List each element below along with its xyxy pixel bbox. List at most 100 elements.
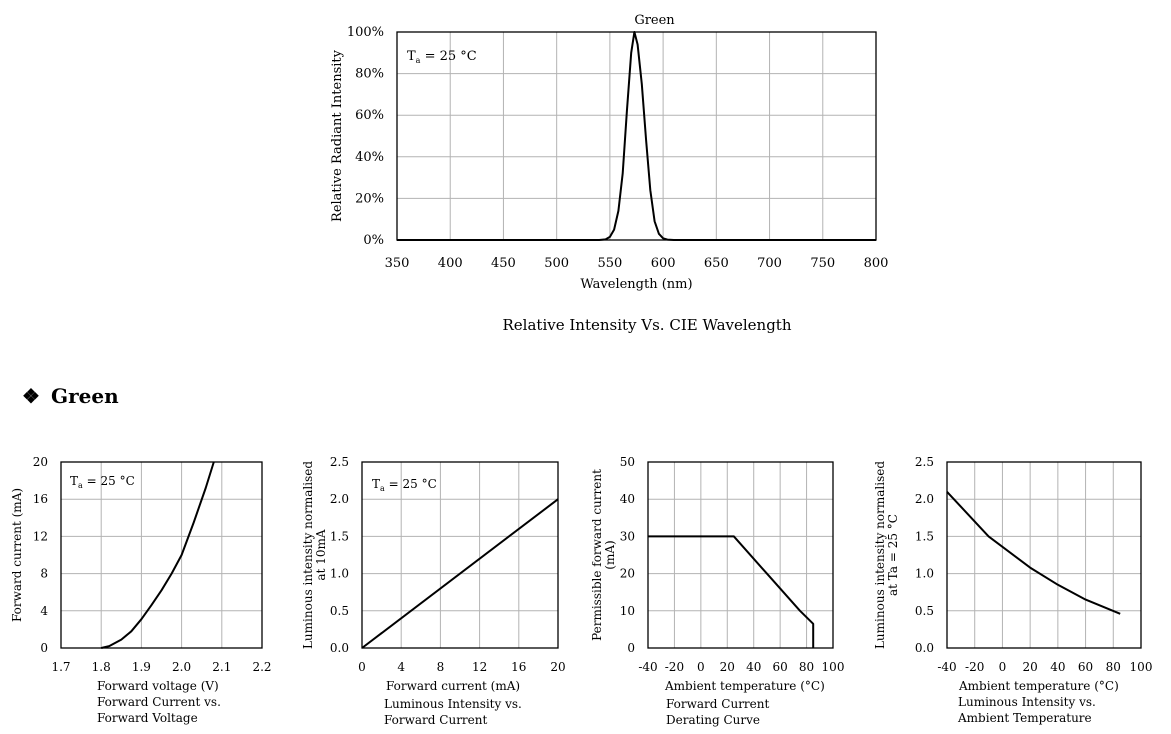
chart-lum-vs-temp: -40 -20 0 20 40 60 80 100 0.0 0.5 1.0 1.5 2.0 2.5 Ambi… bbox=[873, 455, 1152, 725]
x-tick-label: 4 bbox=[397, 660, 405, 674]
chart-caption: Derating Curve bbox=[666, 713, 760, 727]
y-tick-label: 12 bbox=[33, 529, 48, 543]
x-axis-label: Ambient temperature (°C) bbox=[664, 679, 825, 693]
x-axis-label: Forward voltage (V) bbox=[97, 679, 219, 693]
x-tick-label: 700 bbox=[757, 256, 782, 271]
y-tick-label: 0 bbox=[627, 641, 635, 655]
x-tick-label: 60 bbox=[773, 660, 788, 674]
x-tick-label: 600 bbox=[651, 256, 676, 271]
chart-spectrum: 350 400 450 500 550 600 650 700 750 800 0% 20% 40% 60… bbox=[330, 13, 888, 334]
series-line bbox=[100, 461, 215, 649]
x-tick-label: 20 bbox=[550, 660, 565, 674]
x-tick-label: 800 bbox=[864, 256, 889, 271]
y-tick-label: 0.0 bbox=[330, 641, 349, 655]
y-tick-label: 40% bbox=[355, 150, 384, 165]
chart-caption: Luminous Intensity vs. bbox=[384, 697, 522, 711]
y-axis-label: Permissible forward current bbox=[590, 469, 604, 641]
y-tick-label: 60% bbox=[355, 108, 384, 123]
x-tick-label: -40 bbox=[937, 660, 956, 674]
chart-lum-vs-current: 0 4 8 12 16 20 0.0 0.5 1.0 1.5 2.0 2.5 Forward curre… bbox=[301, 455, 566, 727]
diamond-bullet-icon: ❖ bbox=[22, 384, 40, 408]
y-tick-label: 1.5 bbox=[915, 529, 934, 543]
x-tick-label: 20 bbox=[720, 660, 735, 674]
temperature-annotation: Ta = 25 °C bbox=[372, 477, 437, 493]
plot-frame bbox=[361, 461, 559, 649]
x-tick-label: 12 bbox=[472, 660, 487, 674]
x-tick-label: 0 bbox=[358, 660, 366, 674]
y-tick-label: 4 bbox=[40, 604, 48, 618]
x-axis-label: Ambient temperature (°C) bbox=[958, 679, 1119, 693]
chart-caption: Ambient Temperature bbox=[957, 711, 1092, 725]
x-tick-label: 80 bbox=[799, 660, 814, 674]
chart-caption: Forward Current bbox=[666, 697, 770, 711]
y-tick-label: 2.0 bbox=[915, 492, 934, 506]
chart-title: Green bbox=[634, 13, 675, 28]
y-axis-label: Relative Radiant Intensity bbox=[330, 49, 345, 222]
x-tick-label: 1.8 bbox=[92, 660, 111, 674]
chart-caption: Forward Current vs. bbox=[97, 695, 221, 709]
x-tick-label: 100 bbox=[1130, 660, 1153, 674]
chart-derating: -40 -20 0 20 40 60 80 100 0 10 20 30 40 50 Ambient tem… bbox=[590, 455, 844, 727]
x-tick-label: 0 bbox=[697, 660, 705, 674]
x-tick-label: 2.0 bbox=[172, 660, 191, 674]
series-line bbox=[361, 498, 559, 649]
y-tick-label: 2.5 bbox=[330, 455, 349, 469]
series-line bbox=[946, 491, 1121, 615]
x-tick-label: 100 bbox=[822, 660, 845, 674]
y-tick-label: 0.5 bbox=[330, 604, 349, 618]
y-tick-label: 20 bbox=[33, 455, 48, 469]
y-tick-label: 16 bbox=[33, 492, 48, 506]
x-axis-label: Wavelength (nm) bbox=[580, 277, 692, 292]
plot-frame bbox=[396, 31, 877, 241]
x-tick-label: 750 bbox=[810, 256, 835, 271]
y-tick-label: 10 bbox=[620, 604, 635, 618]
plot-frame bbox=[647, 461, 834, 649]
y-tick-label: 0 bbox=[40, 641, 48, 655]
y-tick-label: 50 bbox=[620, 455, 635, 469]
y-axis-label: (mA) bbox=[603, 540, 617, 569]
x-tick-label: 1.9 bbox=[132, 660, 151, 674]
plot-frame bbox=[60, 461, 263, 649]
x-tick-label: 500 bbox=[544, 256, 569, 271]
x-tick-label: 8 bbox=[437, 660, 445, 674]
chart-caption: Relative Intensity Vs. CIE Wavelength bbox=[503, 316, 792, 334]
temperature-annotation: Ta = 25 °C bbox=[407, 49, 477, 65]
y-tick-label: 20 bbox=[620, 567, 635, 581]
y-tick-label: 0% bbox=[363, 233, 384, 248]
y-axis-label: at 10mA bbox=[314, 529, 328, 580]
y-axis-label: Forward current (mA) bbox=[10, 488, 24, 622]
temperature-annotation: Ta = 25 °C bbox=[70, 474, 135, 490]
x-tick-label: 20 bbox=[1023, 660, 1038, 674]
plot-frame bbox=[946, 461, 1142, 649]
x-tick-label: 60 bbox=[1078, 660, 1093, 674]
x-tick-label: 350 bbox=[385, 256, 410, 271]
y-tick-label: 1.0 bbox=[915, 567, 934, 581]
chart-caption: Forward Current bbox=[384, 713, 488, 727]
y-axis-label: Luminous intensity normalised bbox=[873, 461, 887, 649]
x-tick-label: 40 bbox=[1050, 660, 1065, 674]
x-tick-label: 400 bbox=[438, 256, 463, 271]
y-tick-label: 40 bbox=[620, 492, 635, 506]
chart-caption: Forward Voltage bbox=[97, 711, 198, 725]
y-tick-label: 1.0 bbox=[330, 567, 349, 581]
y-tick-label: 100% bbox=[347, 25, 384, 40]
x-tick-label: 550 bbox=[597, 256, 622, 271]
x-tick-label: -20 bbox=[665, 660, 684, 674]
x-tick-label: 0 bbox=[999, 660, 1007, 674]
series-line bbox=[397, 31, 876, 241]
y-tick-label: 1.5 bbox=[330, 529, 349, 543]
x-tick-label: 650 bbox=[704, 256, 729, 271]
y-tick-label: 8 bbox=[40, 567, 48, 581]
y-tick-label: 30 bbox=[620, 529, 635, 543]
y-tick-label: 2.5 bbox=[915, 455, 934, 469]
x-tick-label: 2.2 bbox=[252, 660, 271, 674]
x-tick-label: 16 bbox=[511, 660, 526, 674]
chart-caption: Luminous Intensity vs. bbox=[958, 695, 1096, 709]
x-tick-label: 450 bbox=[491, 256, 516, 271]
series-line bbox=[648, 535, 815, 648]
y-tick-label: 2.0 bbox=[330, 492, 349, 506]
x-tick-label: -40 bbox=[638, 660, 657, 674]
x-tick-label: -20 bbox=[965, 660, 984, 674]
section-title: Green bbox=[51, 384, 119, 408]
x-tick-label: 40 bbox=[746, 660, 761, 674]
